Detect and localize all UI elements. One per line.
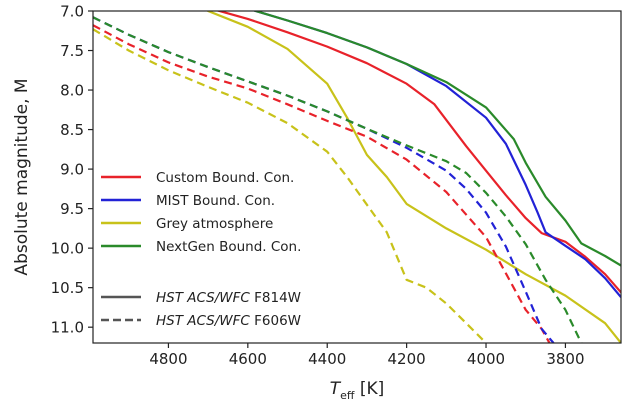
series-custom-bound-con-f814w [215,11,621,294]
legend-label-f606w-suffix: F606W [250,313,301,329]
y-tick-label: 11.0 [51,319,84,337]
y-axis: 7.0 7.5 8.0 8.5 9.0 9.5 10.0 10.5 11.0 [51,3,93,337]
series-grey-atmosphere-f606w [93,28,487,343]
legend-label-f606w: HST ACS/WFC F606W [156,313,301,329]
x-tick-label: 3800 [546,350,584,368]
x-tick-label: 4800 [149,350,187,368]
legend-label-custom: Custom Bound. Con. [156,170,294,186]
x-axis-label-subscript: eff [340,389,355,402]
y-axis-label: Absolute magnitude, M [12,78,32,275]
legend-label-f814w-suffix: F814W [250,290,301,306]
series-nextgen-bound-con-f606w [93,16,583,343]
legend-label-grey: Grey atmosphere [156,216,273,232]
legend-label-nextgen: NextGen Bound. Con. [156,239,301,255]
series-nextgen-bound-con-f814w [251,11,621,267]
y-tick-label: 10.5 [51,279,84,297]
y-tick-label: 7.0 [60,3,84,21]
legend: Custom Bound. Con. MIST Bound. Con. Grey… [101,170,301,329]
y-tick-label: 9.5 [60,200,84,218]
series-layer [93,11,621,343]
legend-label-f606w-prefix: HST ACS/WFC [156,313,250,329]
legend-label-f814w-prefix: HST ACS/WFC [156,290,250,306]
x-axis-label-unit: [K] [354,379,384,399]
y-tick-label: 9.0 [60,161,84,179]
x-tick-label: 4600 [229,350,267,368]
plot-frame [92,10,622,344]
series-custom-bound-con-f606w [93,24,551,343]
y-tick-label: 8.5 [60,121,84,139]
y-tick-label: 10.0 [51,240,84,258]
y-tick-label: 7.5 [60,42,84,60]
legend-label-f814w: HST ACS/WFC F814W [156,290,301,306]
x-tick-label: 4400 [308,350,346,368]
x-tick-label: 4200 [388,350,426,368]
y-tick-label: 8.0 [60,82,84,100]
x-axis: 4800 4600 4400 4200 4000 3800 [149,343,585,368]
x-axis-label-symbol: T [330,379,342,399]
legend-label-mist: MIST Bound. Con. [156,193,275,209]
x-axis-label: Teff [K] [330,379,385,402]
x-tick-label: 4000 [467,350,505,368]
